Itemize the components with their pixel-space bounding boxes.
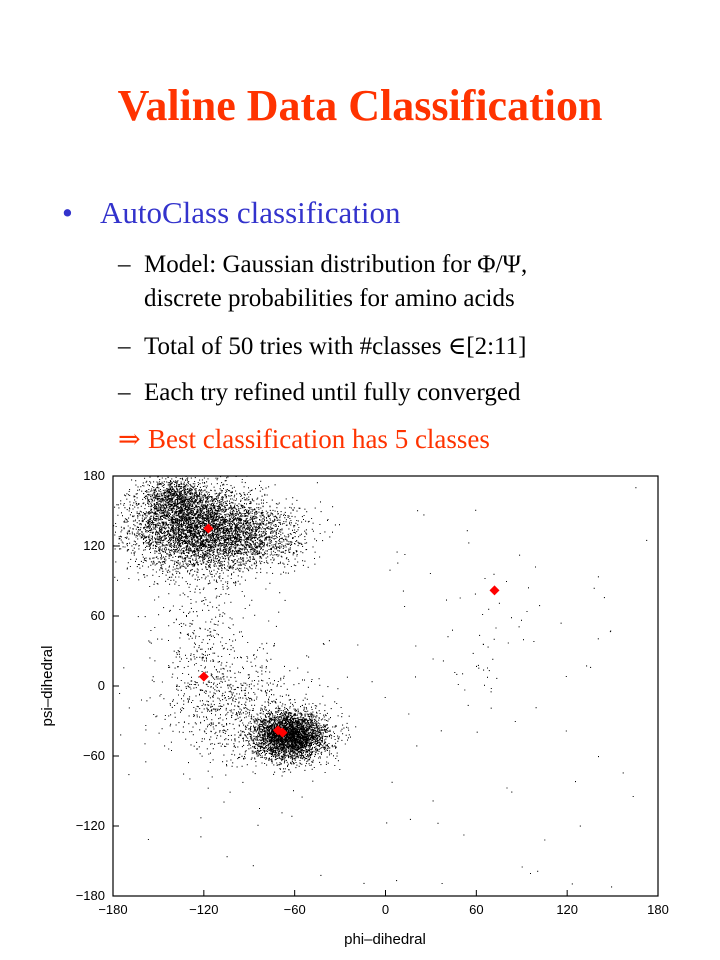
y-tick-label: 120 [83, 538, 105, 553]
subbullet-dash: – [118, 251, 131, 278]
class-center-marker [198, 671, 209, 682]
y-tick-label: −60 [83, 748, 105, 763]
scatter-chart: −180 −120 −60 0 60 120 180 −180 −120 −60 0 60 120 180… [39, 468, 669, 948]
bullet-marker: • [62, 195, 73, 230]
subbullet-dash: – [118, 333, 131, 360]
y-axis-label: psi–dihedral [39, 646, 56, 727]
subbullet-dash: – [118, 379, 131, 406]
y-tick-label: 180 [83, 468, 105, 483]
subbullet-tries: – Total of 50 tries with #classes ∈[2:11] [118, 330, 526, 364]
conclusion: ⇒ Best classification has 5 classes [118, 421, 490, 457]
plot-frame [112, 475, 659, 897]
x-tick-label: 180 [647, 902, 669, 917]
subbullet-text: Each try refined until fully converged [144, 379, 521, 406]
x-tick-label: 120 [556, 902, 578, 917]
subbullet-model: – Model: Gaussian distribution for Φ/Ψ, d… [118, 248, 527, 316]
y-tick-label: −120 [76, 818, 105, 833]
class-center-marker [203, 523, 214, 534]
x-tick-label: −180 [98, 902, 127, 917]
x-axis-label: phi–dihedral [344, 931, 426, 948]
implies-arrow-icon: ⇒ [118, 424, 141, 454]
class-center-marker [277, 727, 288, 738]
subbullet-refined: – Each try refined until fully converged [118, 376, 521, 410]
y-tick-label: 0 [98, 678, 105, 693]
y-tick-label: 60 [91, 608, 105, 623]
class-centers [198, 523, 500, 738]
subbullet-text: Total of 50 tries with #classes ∈[2:11] [144, 333, 527, 360]
axis-ticks: −180 −120 −60 0 60 120 180 −180 −120 −60 0 60 120 180 [76, 468, 669, 917]
x-tick-label: 0 [382, 902, 389, 917]
bullet-list: • AutoClass classification – Model: Gaussi… [0, 0, 720, 470]
y-tick-label: −180 [76, 888, 105, 903]
class-center-marker [273, 725, 284, 736]
slide-title: Valine Data Classification [117, 81, 603, 130]
subbullet-text-continued: discrete probabilities for amino acids [144, 285, 515, 312]
bullet-autoclass: • AutoClass classification [62, 193, 400, 233]
scatter-point-cloud [113, 475, 648, 888]
subbullet-text: Model: Gaussian distribution for Φ/Ψ, [144, 251, 528, 278]
conclusion-text: Best classification has 5 classes [148, 424, 490, 454]
x-tick-label: −60 [284, 902, 306, 917]
class-center-marker [489, 585, 500, 596]
bullet-text: AutoClass classification [100, 195, 401, 230]
scatter-points [113, 475, 648, 888]
x-tick-label: −120 [189, 902, 218, 917]
x-tick-label: 60 [469, 902, 483, 917]
